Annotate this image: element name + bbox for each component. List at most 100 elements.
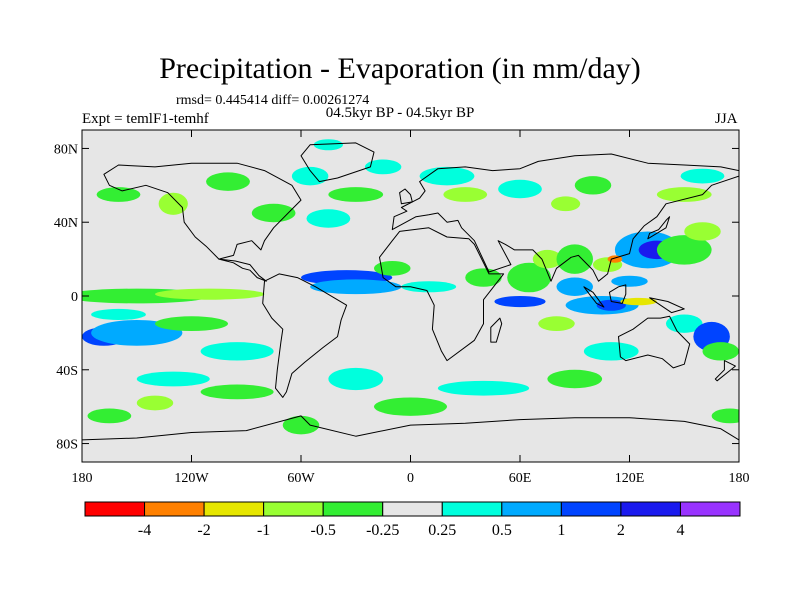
colorbar-label: -2 [197, 522, 210, 539]
colorbar-swatch [501, 501, 562, 517]
colorbar-label: -1 [257, 522, 270, 539]
anomaly-region [507, 262, 552, 293]
anomaly-region [556, 244, 593, 274]
colorbar-label: 4 [676, 522, 684, 539]
coastline-japan [647, 216, 671, 240]
lon-tick-label: 60W [287, 471, 315, 486]
anomaly-region [313, 139, 343, 151]
map-area: 80N 40N 0 40S 80S 180 120W 60W 0 60E 120E 180 [54, 129, 750, 486]
colorbar-label: 2 [617, 522, 625, 539]
axis-ticks: 80N 40N 0 40S 80S 180 120W 60W 0 60E 120E 180 [54, 130, 750, 486]
anomaly-region [702, 342, 739, 361]
anomaly-region [374, 397, 447, 416]
colorbar-swatch [263, 501, 324, 517]
coastline-greenland [300, 142, 375, 183]
coastline-north-america [103, 162, 302, 260]
lon-tick-label: 120W [174, 471, 209, 486]
anomaly-region [200, 384, 274, 400]
anomaly-region [282, 415, 320, 435]
colorbar-label: 0.5 [492, 522, 512, 539]
anomaly-region [465, 268, 502, 287]
coastline-australia [618, 315, 691, 369]
colorbar-swatch [560, 501, 622, 517]
coastline-africa [379, 227, 505, 362]
lon-tick-label: 60E [509, 471, 532, 486]
anomaly-region [656, 235, 712, 265]
anomaly-region [611, 275, 648, 287]
season-label: JJA [715, 111, 738, 127]
anomaly-region [494, 296, 546, 308]
lon-tick-label: 0 [407, 471, 414, 486]
anomaly-region [574, 176, 612, 195]
anomaly-region [155, 288, 265, 300]
experiment-label: Expt = temlF1-temhf [82, 111, 209, 127]
coastline-madagascar [490, 317, 503, 343]
anomaly-region [91, 308, 146, 320]
anomaly-region [328, 367, 384, 391]
colorbar-swatch [382, 501, 443, 517]
coastline-new-guinea [649, 297, 685, 314]
anomaly-region [711, 408, 739, 424]
anomaly-region [538, 316, 575, 332]
lon-tick-label: 120E [615, 471, 645, 486]
lat-tick-label: 40S [56, 364, 78, 379]
coastline-antarctica [82, 415, 739, 462]
coastline-central-america [218, 258, 267, 282]
coastline-sumatra [583, 286, 605, 308]
coastlines [82, 142, 739, 462]
coastline-new-zealand [714, 360, 736, 382]
colorbar: -4 -2 -1 -0.5 -0.25 0.25 0.5 1 2 4 [84, 501, 741, 539]
anomaly-region [364, 159, 402, 175]
colorbar-swatch [84, 501, 146, 517]
anomaly-region [680, 168, 725, 184]
colorbar-label: -4 [138, 522, 151, 539]
colorbar-swatch [620, 501, 681, 517]
lon-tick-label: 180 [72, 471, 93, 486]
colorbar-swatch [203, 501, 265, 517]
anomaly-region [656, 187, 712, 202]
lat-tick-label: 40N [54, 216, 78, 231]
anomaly-region [684, 222, 721, 241]
lat-tick-label: 0 [71, 290, 78, 305]
anomaly-region [374, 260, 411, 276]
anomaly-region [620, 297, 657, 306]
anomaly-region [96, 187, 141, 202]
anomaly-region [437, 380, 530, 396]
lon-tick-label: 180 [729, 471, 750, 486]
anomaly-region [443, 187, 488, 202]
anomaly-region [158, 192, 188, 215]
anomaly-region [87, 408, 132, 424]
anomaly-region [547, 369, 603, 389]
colorbar-label: 0.25 [428, 522, 456, 539]
anomaly-region [291, 166, 329, 186]
anomaly-region [401, 281, 457, 293]
anomaly-region [498, 179, 542, 199]
colorbar-label: 1 [557, 522, 565, 539]
anomaly-region [310, 279, 402, 295]
colorbar-label: -0.5 [311, 522, 336, 539]
anomaly-region [328, 187, 384, 202]
anomaly-region [556, 277, 593, 296]
anomaly-region [251, 203, 296, 223]
anomaly-region [206, 172, 250, 191]
anomaly-region [583, 342, 639, 361]
coastline-borneo [608, 284, 627, 304]
colorbar-label: -0.25 [366, 522, 399, 539]
stats-line: rmsd= 0.445414 diff= 0.00261274 [176, 93, 370, 108]
anomaly-region [306, 209, 351, 228]
colorbar-swatch [322, 501, 384, 517]
colorbar-swatch [441, 501, 503, 517]
coastline-uk [399, 188, 413, 205]
anomaly-region [551, 196, 581, 212]
coastline-eurasia [391, 153, 739, 282]
anomaly-region [155, 316, 228, 332]
chart-subtitle: 04.5kyr BP - 04.5kyr BP [325, 105, 475, 121]
coastline-south-america [262, 273, 348, 398]
anomaly-region [532, 249, 562, 269]
lat-tick-label: 80S [56, 438, 78, 453]
chart-title: Precipitation - Evaporation (in mm/day) [159, 52, 641, 85]
colorbar-swatch [144, 501, 205, 517]
lat-tick-label: 80N [54, 142, 78, 157]
colorbar-swatch [679, 501, 741, 517]
